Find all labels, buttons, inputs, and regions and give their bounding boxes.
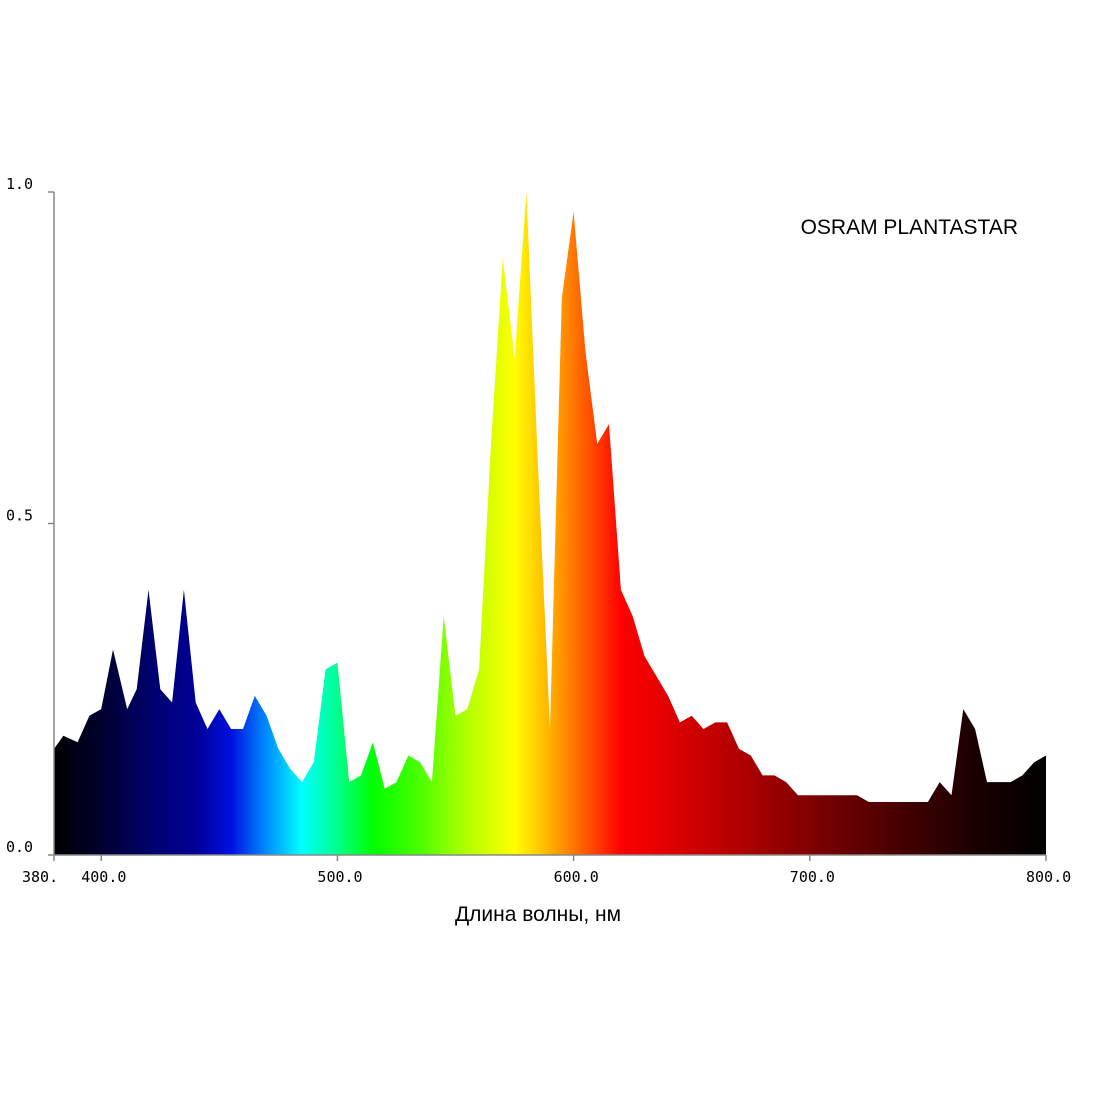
x-tick-label: 380. bbox=[22, 868, 58, 886]
x-tick-label: 600.0 bbox=[554, 868, 599, 886]
x-tick-label: 800.0 bbox=[1026, 868, 1071, 886]
axes bbox=[48, 191, 1047, 861]
y-tick-label: 0.0 bbox=[6, 838, 33, 856]
tick-labels: 380. 400.0 500.0 600.0 700.0 800.0 0.0 0.5 1.0 bbox=[6, 175, 1071, 886]
x-tick-label: 400.0 bbox=[81, 868, 126, 886]
chart-annotation: OSRAM PLANTASTAR bbox=[801, 216, 1018, 239]
y-tick-label: 0.5 bbox=[6, 507, 33, 525]
spectrum-area bbox=[54, 192, 1046, 855]
x-tick-label: 500.0 bbox=[317, 868, 362, 886]
x-axis-label: Длина волны, нм bbox=[455, 903, 621, 926]
y-tick-label: 1.0 bbox=[6, 175, 33, 193]
x-tick-label: 700.0 bbox=[790, 868, 835, 886]
